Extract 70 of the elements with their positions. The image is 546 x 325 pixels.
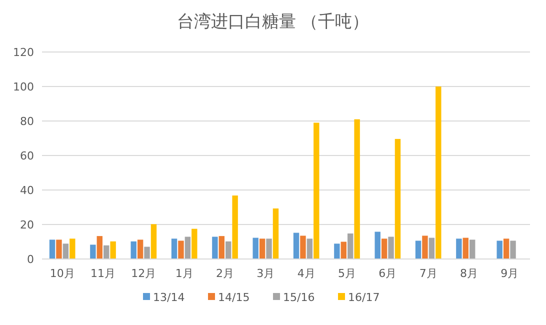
- bar: [334, 244, 340, 259]
- bar: [300, 236, 306, 259]
- x-tick-label: 6月: [378, 267, 397, 280]
- bar: [428, 238, 435, 259]
- bar: [62, 244, 69, 259]
- bar: [110, 241, 116, 259]
- bar: [218, 236, 224, 259]
- bar: [226, 241, 232, 259]
- x-tick-label: 5月: [338, 267, 356, 280]
- y-tick-label: 120: [13, 46, 34, 59]
- bar: [90, 244, 96, 259]
- bar: [192, 228, 198, 259]
- y-tick-label: 20: [20, 218, 34, 232]
- bar: [510, 240, 516, 259]
- bar: [56, 240, 62, 259]
- x-tick-label: 2月: [216, 267, 234, 280]
- bar: [293, 232, 300, 259]
- bar: [266, 238, 272, 259]
- y-tick-label: 60: [20, 150, 34, 162]
- bar: [212, 236, 218, 259]
- bar: [150, 224, 157, 259]
- bar: [381, 238, 388, 259]
- legend-label: 15/16: [283, 291, 315, 304]
- bar: [388, 236, 394, 259]
- x-tick-label: 8月: [460, 267, 478, 280]
- x-tick-label: 1月: [175, 267, 194, 280]
- bar: [503, 238, 510, 259]
- bar: [272, 208, 279, 259]
- bar: [436, 86, 442, 259]
- x-tick-label: 7月: [419, 267, 438, 280]
- bar: [456, 238, 462, 259]
- bar: [422, 236, 428, 259]
- bar: [137, 240, 144, 259]
- bar: [314, 122, 320, 259]
- bar: [178, 240, 184, 259]
- bar: [49, 240, 56, 259]
- bar: [340, 242, 346, 259]
- y-tick-label: 0: [27, 253, 34, 266]
- bar: [348, 233, 354, 259]
- bar: [232, 196, 238, 259]
- bar: [96, 236, 102, 259]
- bar: [354, 119, 360, 259]
- chart-title: 台湾进口白糖量 （千吨）: [176, 12, 370, 32]
- bar: [70, 238, 76, 259]
- legend-label: 16/17: [348, 291, 380, 304]
- bar: [171, 238, 178, 259]
- bar: [130, 241, 136, 259]
- y-tick-label: 40: [20, 184, 34, 197]
- bar: [259, 238, 266, 259]
- bar: [104, 245, 110, 259]
- x-tick-label: 3月: [256, 267, 275, 280]
- bar: [394, 138, 401, 259]
- x-tick-label: 4月: [297, 267, 316, 280]
- bar: [496, 240, 502, 259]
- bar: [374, 232, 380, 259]
- bar: [462, 238, 468, 259]
- legend-label: 13/14: [153, 291, 185, 304]
- bar: [415, 240, 422, 259]
- legend-label: 14/15: [218, 291, 250, 304]
- x-tick-label: 10月: [50, 267, 75, 280]
- bar: [184, 236, 191, 259]
- y-tick-label: 80: [20, 115, 34, 128]
- y-tick-label: 100: [13, 80, 34, 94]
- bar: [144, 246, 150, 259]
- bar: [470, 240, 476, 259]
- x-tick-label: 12月: [131, 267, 156, 280]
- x-tick-label: 9月: [500, 267, 519, 280]
- bar: [252, 238, 258, 259]
- bar: [306, 238, 313, 259]
- x-tick-label: 11月: [90, 267, 116, 280]
